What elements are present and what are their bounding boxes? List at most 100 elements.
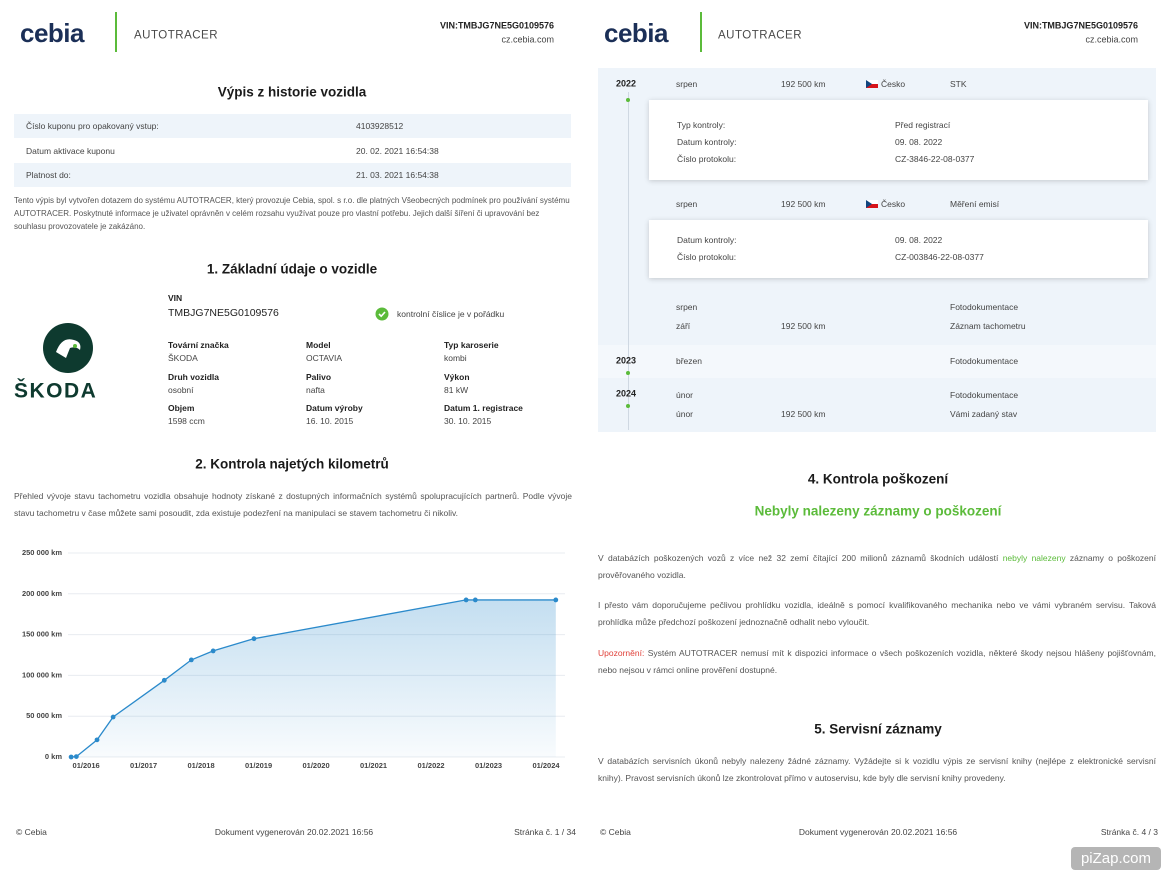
- field-value: kombi: [444, 352, 467, 363]
- timeline-year: 2024: [616, 388, 637, 399]
- data-point: [251, 636, 257, 642]
- section-text: V databázích servisních úkonů nebyly nal…: [598, 756, 1156, 783]
- section-title: 2. Kontrola najetých kilometrů: [195, 456, 389, 472]
- detail-label: Číslo protokolu:: [677, 251, 737, 262]
- data-point: [210, 648, 216, 654]
- timeline-dot: [626, 371, 630, 375]
- field-label: Typ karoserie: [444, 339, 499, 350]
- data-point: [161, 677, 167, 683]
- footer-copyright: © Cebia: [16, 826, 47, 837]
- section-text: V databázích poškozených vozů z více než…: [598, 550, 1156, 584]
- data-point: [73, 754, 79, 759]
- detail-value: CZ-003846-22-08-0377: [895, 251, 984, 262]
- footer-generated: Dokument vygenerován 20.02.2021 16:56: [798, 826, 958, 837]
- detail-card: [649, 100, 1148, 180]
- area-fill: [71, 599, 556, 757]
- y-tick-label: 250 000 km: [22, 548, 62, 557]
- detail-label: Typ kontroly:: [677, 119, 726, 130]
- field-label: Tovární značka: [168, 339, 229, 350]
- field-value: 30. 10. 2015: [444, 415, 492, 426]
- entry-km: 192 500 km: [781, 408, 826, 419]
- page-title: Výpis z historie vozidla: [217, 84, 367, 100]
- data-point: [553, 597, 559, 603]
- table-row-band: [14, 163, 571, 187]
- footer-copyright: © Cebia: [600, 826, 631, 837]
- entry-month: únor: [676, 389, 694, 400]
- timeline-year: 2023: [616, 355, 637, 366]
- y-tick-label: 100 000 km: [22, 670, 62, 679]
- entry-event: STK: [950, 78, 967, 89]
- text: záznamy o poškození prověřovaného vozidl…: [598, 553, 1156, 580]
- detail-label: Datum kontroly:: [677, 136, 737, 147]
- field-label: Model: [306, 339, 331, 350]
- x-tick-label: 01/2018: [188, 761, 215, 770]
- detail-card: [649, 220, 1148, 278]
- data-point: [110, 714, 116, 720]
- x-tick-label: 01/2021: [360, 761, 387, 770]
- field-value: 81 kW: [444, 384, 469, 395]
- entry-event: Záznam tachometru: [950, 320, 1026, 331]
- vin: VIN:TMBJG7NE5G0109576: [1023, 20, 1138, 31]
- coupon-label: Platnost do:: [26, 169, 71, 180]
- damage-result: Nebyly nalezeny záznamy o poškození: [754, 503, 1002, 519]
- entry-event: Vámi zadaný stav: [950, 408, 1018, 419]
- entry-country: Česko: [881, 198, 906, 209]
- field-value: ŠKODA: [168, 352, 198, 363]
- field-value: nafta: [306, 384, 325, 395]
- x-tick-label: 01/2024: [532, 761, 560, 770]
- y-tick-label: 150 000 km: [22, 630, 62, 639]
- coupon-value: 20. 02. 2021 16:54:38: [356, 145, 439, 156]
- text: Systém AUTOTRACER nemusí mít k dispozici…: [598, 648, 1156, 675]
- flag: [866, 80, 878, 88]
- table-row-band: [14, 114, 571, 138]
- entry-km: 192 500 km: [781, 320, 826, 331]
- data-point: [188, 657, 194, 663]
- flag-triangle: [866, 80, 872, 88]
- emblem-arrow: [56, 339, 81, 358]
- field-value: osobní: [168, 384, 194, 395]
- logo: cebia: [604, 18, 669, 48]
- timeline-band: [598, 345, 1156, 378]
- entry-month: únor: [676, 408, 694, 419]
- footer-page: Stránka č. 4 / 3: [1100, 826, 1158, 837]
- entry-event: Fotodokumentace: [950, 301, 1019, 312]
- entry-event: Fotodokumentace: [950, 355, 1019, 366]
- coupon-value: 4103928512: [356, 120, 404, 131]
- field-label: Výkon: [444, 371, 470, 382]
- field-label: Datum výroby: [306, 402, 363, 413]
- field-value: 1598 ccm: [168, 415, 205, 426]
- y-tick-label: 200 000 km: [22, 589, 62, 598]
- odometer-chart: 0 km 50 000 km 100 000 km 150 000 km 200 000…: [22, 548, 565, 770]
- y-tick-label: 50 000 km: [26, 711, 62, 720]
- coupon-label: Datum aktivace kuponu: [26, 145, 115, 156]
- detail-value: CZ-3846-22-08-0377: [895, 153, 975, 164]
- footer-generated: Dokument vygenerován 20.02.2021 16:56: [214, 826, 374, 837]
- vin-label: VIN: [168, 292, 183, 303]
- warning: Upozornění:: [598, 648, 645, 658]
- timeline-dot: [626, 98, 630, 102]
- detail-label: Číslo protokolu:: [677, 153, 737, 164]
- entry-month: září: [676, 320, 691, 331]
- field-value: OCTAVIA: [306, 352, 343, 363]
- logo: cebia: [20, 18, 85, 48]
- field-value: 16. 10. 2015: [306, 415, 354, 426]
- product-name: AUTOTRACER: [134, 29, 219, 42]
- data-point: [472, 597, 478, 603]
- entry-km: 192 500 km: [781, 78, 826, 89]
- field-label: Palivo: [306, 371, 332, 382]
- vin-check: kontrolní číslice je v pořádku: [397, 308, 505, 319]
- field-label: Datum 1. registrace: [444, 402, 523, 413]
- section-text: Přehled vývoje stavu tachometru vozidla …: [14, 491, 572, 518]
- field-label: Druh vozidla: [168, 371, 220, 382]
- logo-divider: [700, 12, 702, 52]
- entry-event: Měření emisí: [950, 198, 1000, 209]
- check-circle: [375, 307, 389, 321]
- timeline-line: [628, 92, 629, 430]
- x-tick-label: 01/2017: [130, 761, 157, 770]
- coupon-label: Číslo kuponu pro opakovaný vstup:: [26, 120, 159, 131]
- data-point: [68, 754, 74, 760]
- timeline-dot: [626, 404, 630, 408]
- site: cz.cebia.com: [501, 34, 554, 45]
- disclaimer: Tento výpis byl vytvořen dotazem do syst…: [14, 196, 570, 231]
